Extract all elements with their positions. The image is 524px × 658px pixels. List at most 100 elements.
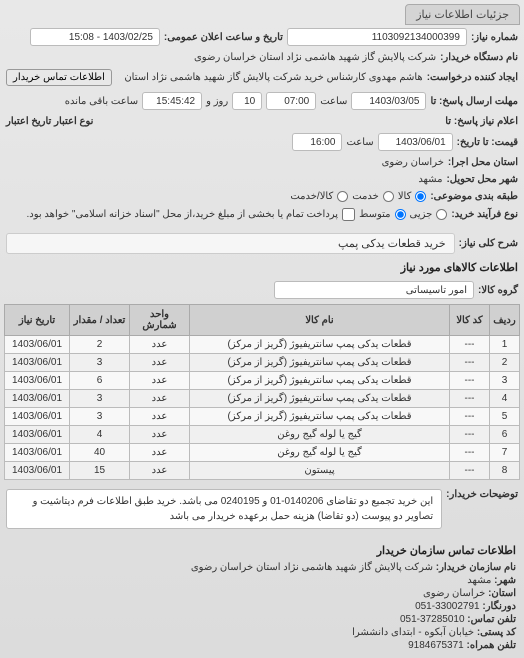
budget-radio-kala[interactable] [415,191,426,202]
table-cell: 5 [490,408,520,426]
group-label: گروه کالا: [478,285,518,296]
table-cell: گیج یا لوله گیج روغن [190,426,450,444]
table-cell: 3 [490,372,520,390]
th-date: تاریخ نیاز [5,305,70,336]
budget-o3: کالا/خدمت [290,191,333,202]
table-row: 7---گیج یا لوله گیج روغنعدد401403/06/01 [5,444,520,462]
req-number-value: 1103092134000399 [287,28,467,46]
table-cell: قطعات یدکی پمپ سانتریفیوژ (گریز از مرکز) [190,408,450,426]
table-cell: 2 [490,354,520,372]
table-cell: قطعات یدکی پمپ سانتریفیوژ (گریز از مرکز) [190,354,450,372]
req-number-label: شماره نیاز: [471,32,518,43]
table-cell: 1403/06/01 [5,462,70,480]
phone-value: 33002791-051 [415,601,480,612]
need-desc-label: شرح کلی نیاز: [459,238,518,249]
deadline-label: مهلت ارسال پاسخ: تا [430,96,518,107]
table-row: 4---قطعات یدکی پمپ سانتریفیوژ (گریز از م… [5,390,520,408]
contact-title: اطلاعات تماس سازمان خریدار [6,540,518,561]
tel-label: تلفن تماس: [467,614,516,625]
table-cell: 1403/06/01 [5,354,70,372]
items-table: ردیف کد کالا نام کالا واحد شمارش تعداد /… [4,304,520,480]
table-cell: عدد [130,426,190,444]
table-cell: 4 [70,426,130,444]
process-o2: متوسط [359,209,390,220]
table-cell: --- [450,372,490,390]
table-cell: عدد [130,462,190,480]
table-cell: 6 [490,426,520,444]
day-count: 10 [232,92,262,110]
table-cell: قطعات یدکی پمپ سانتریفیوژ (گریز از مرکز) [190,372,450,390]
org-name-label: نام سازمان خریدار: [436,562,516,573]
table-cell: --- [450,444,490,462]
buyer-label: نام دستگاه خریدار: [440,52,518,63]
table-cell: 1403/06/01 [5,444,70,462]
table-cell: --- [450,336,490,354]
deadline-time: 07:00 [266,92,316,110]
remain-label: ساعت باقی مانده [65,96,138,107]
budget-radio-both[interactable] [337,191,348,202]
org-name: شرکت پالایش گاز شهید هاشمی نژاد استان خر… [191,562,433,573]
table-row: 6---گیج یا لوله گیج روغنعدد41403/06/01 [5,426,520,444]
table-cell: پیستون [190,462,450,480]
table-row: 5---قطعات یدکی پمپ سانتریفیوژ (گریز از م… [5,408,520,426]
table-row: 8---پیستونعدد151403/06/01 [5,462,520,480]
table-cell: 4 [490,390,520,408]
saat-label-1: ساعت [320,96,347,107]
quote-time: 16:00 [292,133,342,151]
city-value: مشهد [467,575,491,586]
province-value: خراسان رضوی [423,588,485,599]
province-label: استان: [488,588,516,599]
table-cell: قطعات یدکی پمپ سانتریفیوژ (گریز از مرکز) [190,336,450,354]
table-cell: 1403/06/01 [5,426,70,444]
table-cell: --- [450,354,490,372]
buyer-value: شرکت پالایش گاز شهید هاشمی نژاد استان خر… [194,52,436,63]
table-cell: --- [450,426,490,444]
th-name: نام کالا [190,305,450,336]
budget-radio-khedmat[interactable] [383,191,394,202]
table-cell: عدد [130,372,190,390]
table-cell: 1403/06/01 [5,372,70,390]
process-radio-minor[interactable] [436,209,447,220]
table-cell: عدد [130,336,190,354]
table-cell: عدد [130,408,190,426]
table-cell: عدد [130,390,190,408]
quote-date: 1403/06/01 [378,133,453,151]
table-cell: 1403/06/01 [5,336,70,354]
table-cell: 3 [70,408,130,426]
fax-label: تلفن همراه: [467,640,516,651]
table-cell: 3 [70,354,130,372]
items-title: اطلاعات کالاهای مورد نیاز [4,257,520,278]
table-cell: 40 [70,444,130,462]
process-label: نوع فرآیند خرید: [451,209,518,220]
group-value: امور تاسیساتی [274,281,474,299]
table-cell: 1403/06/01 [5,390,70,408]
delivery-city-label: شهر محل تحویل: [446,174,518,185]
table-cell: 1 [490,336,520,354]
th-row: ردیف [490,305,520,336]
announce-label: تاریخ و ساعت اعلان عمومی: [164,32,283,43]
contact-buyer-button[interactable]: اطلاعات تماس خریدار [6,69,112,86]
table-cell: 8 [490,462,520,480]
th-unit: واحد شمارش [130,305,190,336]
table-cell: --- [450,462,490,480]
table-cell: 3 [70,390,130,408]
announce-value: 1403/02/25 - 15:08 [30,28,160,46]
table-cell: 15 [70,462,130,480]
remain-time: 15:45:42 [142,92,202,110]
th-code: کد کالا [450,305,490,336]
table-row: 3---قطعات یدکی پمپ سانتریفیوژ (گریز از م… [5,372,520,390]
table-row: 1---قطعات یدکی پمپ سانتریفیوژ (گریز از م… [5,336,520,354]
table-cell: 2 [70,336,130,354]
table-cell: 6 [70,372,130,390]
requester-value: هاشم مهدوی کارشناس خرید شرکت پالایش گاز … [116,72,423,83]
process-radio-medium[interactable] [395,209,406,220]
deadline-date: 1403/03/05 [351,92,426,110]
fax-value: 9184675371 [408,640,464,651]
table-row: 2---قطعات یدکی پمپ سانتریفیوژ (گریز از م… [5,354,520,372]
exec-value: خراسان رضوی [382,157,444,168]
table-cell: گیج یا لوله گیج روغن [190,444,450,462]
delivery-city: مشهد [418,174,442,185]
th-qty: تعداد / مقدار [70,305,130,336]
quote-label: قیمت: تا تاریخ: [457,137,518,148]
treasury-checkbox[interactable] [342,208,355,221]
